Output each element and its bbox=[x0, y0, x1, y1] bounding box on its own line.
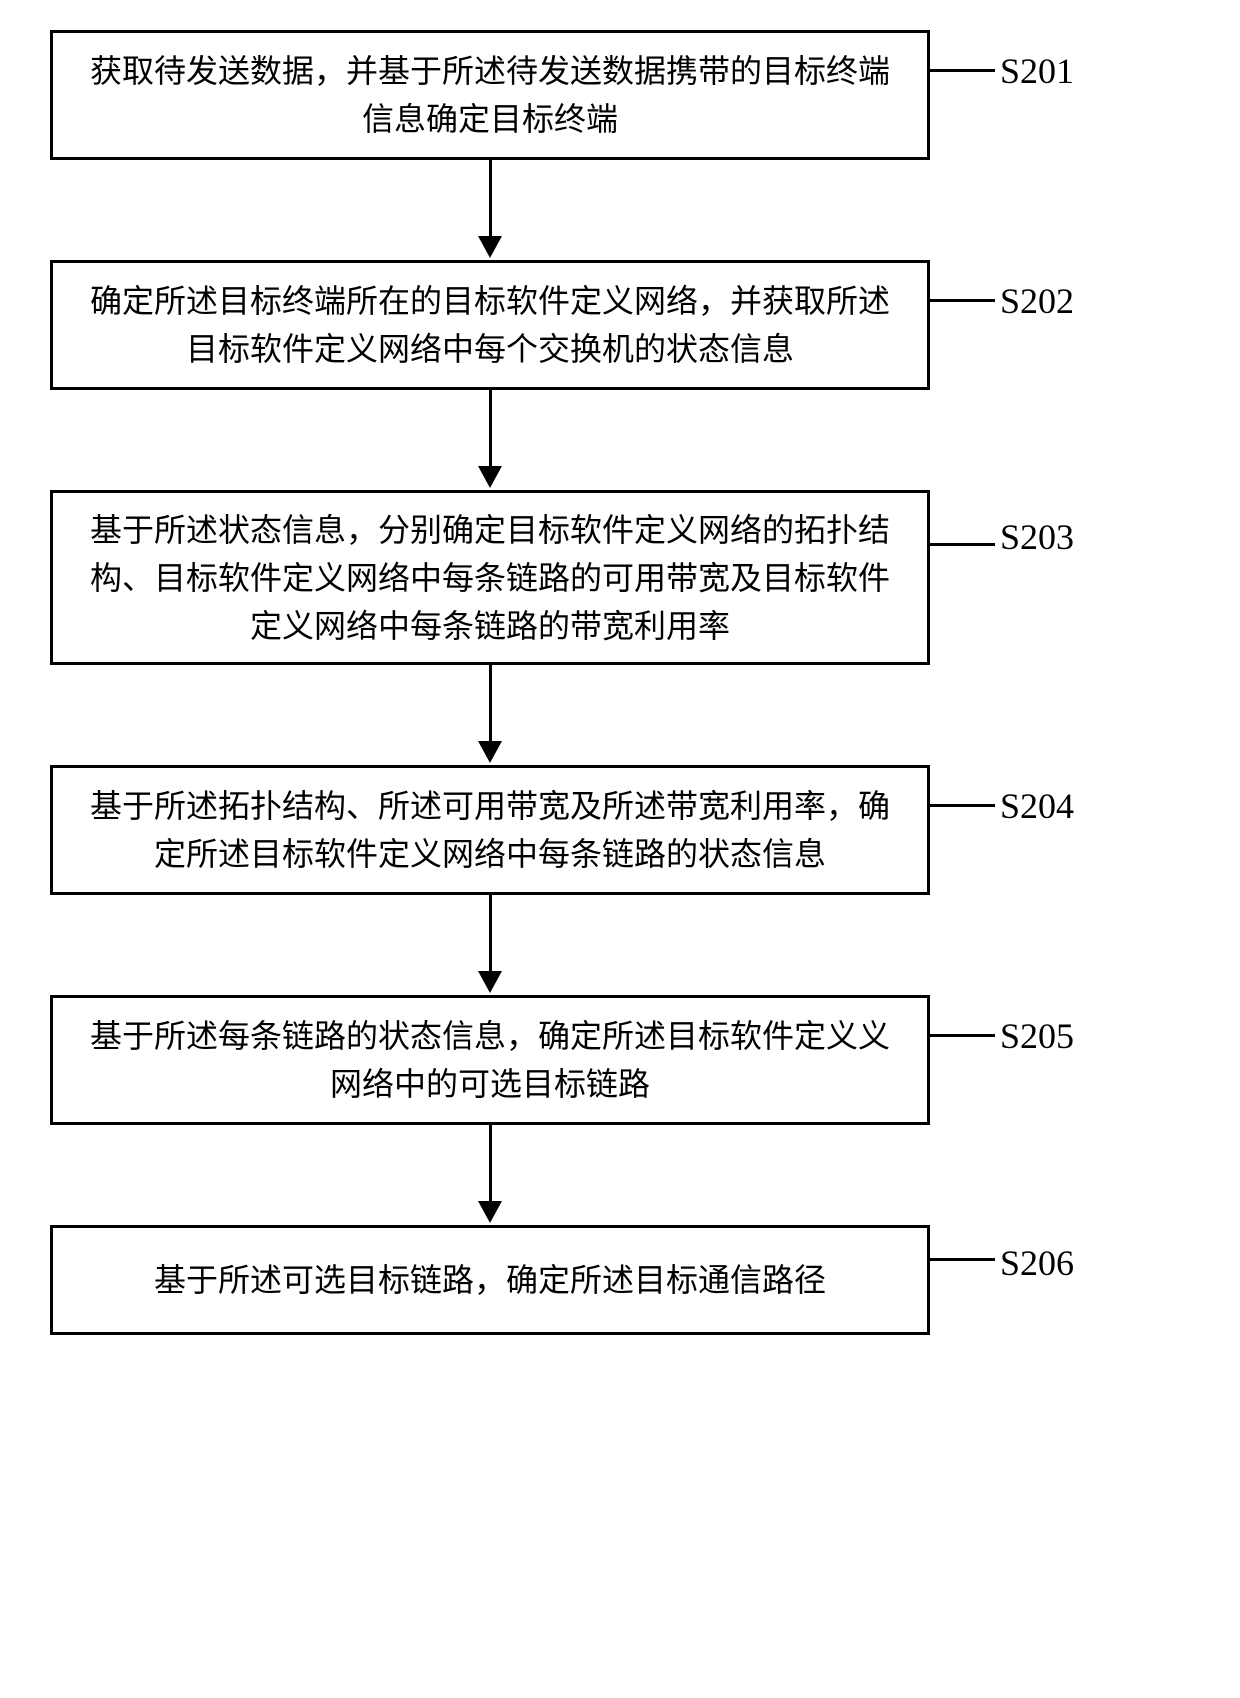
flowchart-node-s205: 基于所述每条链路的状态信息，确定所述目标软件定义义网络中的可选目标链路 bbox=[50, 995, 930, 1125]
flowchart-node-s206: 基于所述可选目标链路，确定所述目标通信路径 bbox=[50, 1225, 930, 1335]
flowchart-row-s201: 获取待发送数据，并基于所述待发送数据携带的目标终端信息确定目标终端 S201 bbox=[50, 30, 1190, 160]
flowchart-node-s201: 获取待发送数据，并基于所述待发送数据携带的目标终端信息确定目标终端 bbox=[50, 30, 930, 160]
arrow-line bbox=[489, 160, 492, 238]
flowchart-node-s203: 基于所述状态信息，分别确定目标软件定义网络的拓扑结构、目标软件定义网络中每条链路… bbox=[50, 490, 930, 665]
arrow-connector bbox=[50, 390, 930, 490]
step-label-s205: S205 bbox=[1000, 1015, 1074, 1057]
step-label-s201: S201 bbox=[1000, 50, 1074, 92]
arrow-connector bbox=[50, 160, 930, 260]
step-label-s206: S206 bbox=[1000, 1242, 1074, 1284]
label-connector: S204 bbox=[930, 765, 1060, 895]
label-connector: S202 bbox=[930, 260, 1060, 390]
arrow-connector bbox=[50, 665, 930, 765]
flowchart-row-s205: 基于所述每条链路的状态信息，确定所述目标软件定义义网络中的可选目标链路 S205 bbox=[50, 995, 1190, 1125]
step-label-s203: S203 bbox=[1000, 516, 1074, 558]
label-connector: S203 bbox=[930, 490, 1060, 665]
node-text: 获取待发送数据，并基于所述待发送数据携带的目标终端信息确定目标终端 bbox=[77, 47, 903, 143]
connector-line bbox=[930, 1258, 995, 1261]
arrow-head-icon bbox=[478, 236, 502, 258]
arrow-line bbox=[489, 665, 492, 743]
flowchart-row-s203: 基于所述状态信息，分别确定目标软件定义网络的拓扑结构、目标软件定义网络中每条链路… bbox=[50, 490, 1190, 665]
node-text: 基于所述拓扑结构、所述可用带宽及所述带宽利用率，确定所述目标软件定义网络中每条链… bbox=[77, 782, 903, 878]
arrow-head-icon bbox=[478, 1201, 502, 1223]
flowchart-container: 获取待发送数据，并基于所述待发送数据携带的目标终端信息确定目标终端 S201 确… bbox=[50, 30, 1190, 1335]
connector-line bbox=[930, 543, 995, 546]
flowchart-node-s204: 基于所述拓扑结构、所述可用带宽及所述带宽利用率，确定所述目标软件定义网络中每条链… bbox=[50, 765, 930, 895]
step-label-s202: S202 bbox=[1000, 280, 1074, 322]
arrow-line bbox=[489, 1125, 492, 1203]
arrow-line bbox=[489, 895, 492, 973]
node-text: 确定所述目标终端所在的目标软件定义网络，并获取所述目标软件定义网络中每个交换机的… bbox=[77, 277, 903, 373]
arrow-head-icon bbox=[478, 971, 502, 993]
connector-line bbox=[930, 1034, 995, 1037]
label-connector: S206 bbox=[930, 1225, 1060, 1335]
arrow-connector bbox=[50, 1125, 930, 1225]
label-connector: S205 bbox=[930, 995, 1060, 1125]
node-text: 基于所述状态信息，分别确定目标软件定义网络的拓扑结构、目标软件定义网络中每条链路… bbox=[77, 506, 903, 650]
arrow-head-icon bbox=[478, 741, 502, 763]
connector-line bbox=[930, 69, 995, 72]
arrow-head-icon bbox=[478, 466, 502, 488]
arrow-connector bbox=[50, 895, 930, 995]
node-text: 基于所述可选目标链路，确定所述目标通信路径 bbox=[154, 1256, 826, 1304]
arrow-line bbox=[489, 390, 492, 468]
flowchart-node-s202: 确定所述目标终端所在的目标软件定义网络，并获取所述目标软件定义网络中每个交换机的… bbox=[50, 260, 930, 390]
flowchart-row-s202: 确定所述目标终端所在的目标软件定义网络，并获取所述目标软件定义网络中每个交换机的… bbox=[50, 260, 1190, 390]
flowchart-row-s206: 基于所述可选目标链路，确定所述目标通信路径 S206 bbox=[50, 1225, 1190, 1335]
flowchart-row-s204: 基于所述拓扑结构、所述可用带宽及所述带宽利用率，确定所述目标软件定义网络中每条链… bbox=[50, 765, 1190, 895]
connector-line bbox=[930, 299, 995, 302]
node-text: 基于所述每条链路的状态信息，确定所述目标软件定义义网络中的可选目标链路 bbox=[77, 1012, 903, 1108]
step-label-s204: S204 bbox=[1000, 785, 1074, 827]
connector-line bbox=[930, 804, 995, 807]
label-connector: S201 bbox=[930, 30, 1060, 160]
